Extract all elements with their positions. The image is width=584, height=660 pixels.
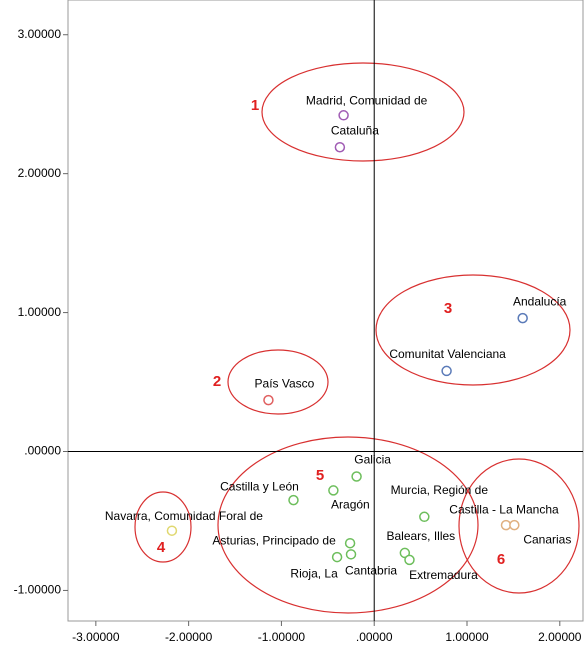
point-label: Cantabria xyxy=(345,563,397,577)
point-label: Navarra, Comunidad Foral de xyxy=(105,509,263,523)
point-label: Rioja, La xyxy=(290,566,338,580)
point xyxy=(509,519,520,531)
cluster-label: 4 xyxy=(157,539,166,556)
point xyxy=(351,471,362,482)
x-tick-label: -2.00000 xyxy=(165,630,213,644)
point-label: Canarias xyxy=(523,532,571,546)
point-label: Extremadura xyxy=(409,568,478,582)
x-tick-label: 2.00000 xyxy=(538,630,582,644)
cluster-ellipse xyxy=(134,491,192,563)
x-tick-label: -3.00000 xyxy=(72,630,120,644)
point xyxy=(345,549,357,560)
point xyxy=(338,110,349,121)
y-tick-label: 3.00000 xyxy=(18,27,62,41)
point xyxy=(441,365,452,377)
cluster-ellipse xyxy=(261,62,465,162)
point-label: Balears, Illes xyxy=(386,529,455,543)
cluster-label: 5 xyxy=(316,467,324,484)
point-label: Castilla y León xyxy=(220,479,299,493)
cluster-label: 2 xyxy=(213,373,221,390)
cluster-label: 1 xyxy=(251,97,259,114)
point xyxy=(404,554,415,566)
cluster-ellipse xyxy=(458,458,580,594)
plot-area xyxy=(67,0,584,622)
cluster-ellipse xyxy=(217,436,479,614)
cluster-ellipse xyxy=(375,274,571,386)
point xyxy=(334,142,346,153)
x-tick-label: .00000 xyxy=(356,630,393,644)
point-label: Castilla - La Mancha xyxy=(449,502,559,516)
point-label: País Vasco xyxy=(255,376,315,390)
cluster-label: 6 xyxy=(497,551,505,568)
point-label: Aragón xyxy=(331,498,370,512)
point-label: Comunitat Valenciana xyxy=(389,347,506,361)
point-label: Cataluña xyxy=(331,123,379,137)
cluster-outlines xyxy=(134,62,580,614)
point-label: Andalucía xyxy=(513,294,567,308)
point-label: Madrid, Comunidad de xyxy=(306,93,428,107)
x-tick-label: -1.00000 xyxy=(258,630,306,644)
cluster-ellipse xyxy=(227,349,329,415)
point xyxy=(517,312,528,324)
cluster-label: 3 xyxy=(444,300,452,317)
y-tick-label: 1.00000 xyxy=(18,305,62,319)
point xyxy=(344,537,356,549)
point xyxy=(288,494,299,506)
x-tick-label: 1.00000 xyxy=(445,630,489,644)
point-label: Murcia, Región de xyxy=(391,483,489,497)
point xyxy=(331,551,343,563)
point xyxy=(328,485,339,496)
point-label: Asturias, Principado de xyxy=(212,533,336,547)
point xyxy=(419,511,430,523)
point-label: Galicia xyxy=(354,453,391,467)
point xyxy=(166,525,178,536)
y-tick-label: .00000 xyxy=(24,444,61,458)
y-tick-label: 2.00000 xyxy=(18,166,62,180)
point xyxy=(263,394,274,406)
y-tick-label: -1.00000 xyxy=(14,583,62,597)
